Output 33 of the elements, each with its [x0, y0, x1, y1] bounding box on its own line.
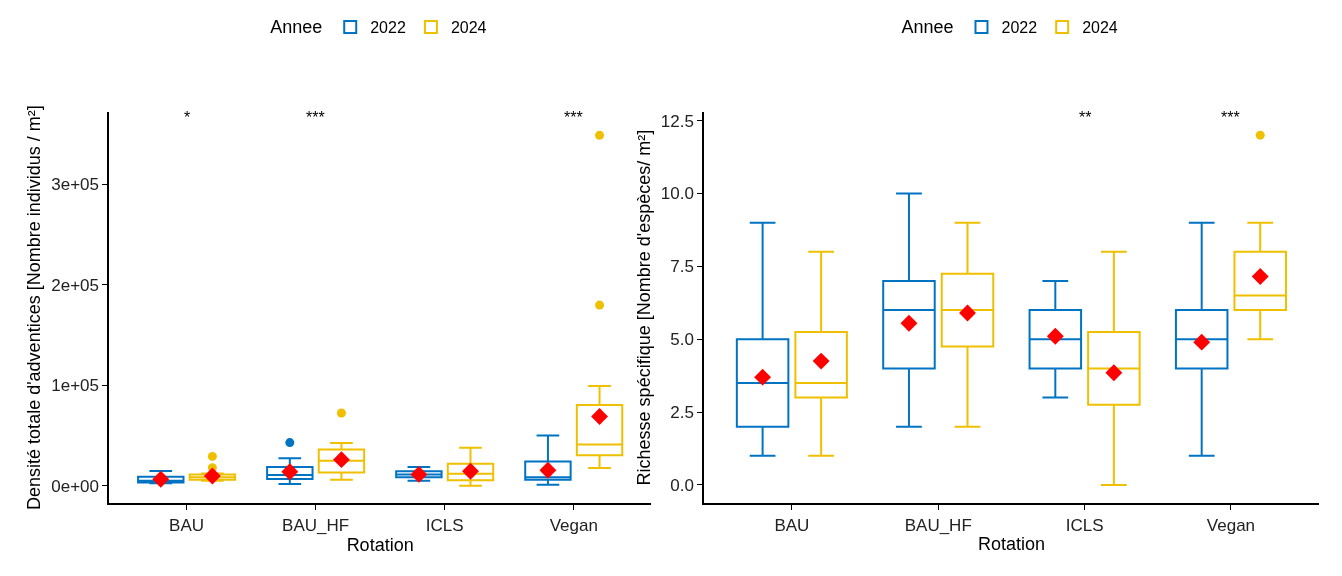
y-tick-label: 10.0 — [660, 184, 694, 204]
y-tick-label: 7.5 — [670, 257, 694, 277]
annotation: *** — [306, 109, 325, 126]
annotation: ** — [1079, 109, 1092, 126]
legend-label: 2024 — [450, 19, 487, 37]
y-tick-label: 3e+05 — [51, 175, 99, 195]
x-tick-label: Vegan — [549, 515, 598, 535]
legend-label: 2024 — [1082, 19, 1118, 37]
annotation: *** — [564, 109, 583, 126]
legend-label: 2022 — [370, 19, 406, 37]
legend-title: Annee — [901, 17, 954, 38]
legend-title: Annee — [270, 17, 323, 38]
x-tick-label: BAU_HF — [282, 515, 350, 535]
y-tick-label: 0.0 — [670, 475, 694, 495]
x-tick-label: ICLS — [425, 515, 464, 535]
y-axis-title: Densité totale d'adventices [Nombre individus / m²] — [23, 105, 44, 510]
y-axis-title: Richesse spécifique [Nombre d'espèces/ m²] — [633, 129, 654, 486]
y-tick-label: 12.5 — [660, 111, 694, 131]
x-tick-label: BAU — [774, 515, 810, 535]
x-tick-label: BAU — [169, 515, 205, 535]
x-axis-title: Rotation — [346, 534, 414, 555]
annotation: * — [184, 109, 191, 126]
y-tick-label: 5.0 — [670, 330, 694, 350]
x-axis-title: Rotation — [977, 534, 1045, 555]
x-tick-label: Vegan — [1206, 515, 1256, 535]
y-tick-label: 0e+00 — [51, 476, 99, 496]
x-tick-label: ICLS — [1065, 515, 1104, 535]
y-tick-label: 2.5 — [670, 403, 694, 423]
annotation: *** — [1221, 109, 1240, 126]
y-tick-label: 1e+05 — [51, 376, 99, 396]
y-tick-label: 2e+05 — [51, 275, 99, 295]
legend-label: 2022 — [1001, 19, 1038, 37]
x-tick-label: BAU_HF — [904, 515, 972, 535]
